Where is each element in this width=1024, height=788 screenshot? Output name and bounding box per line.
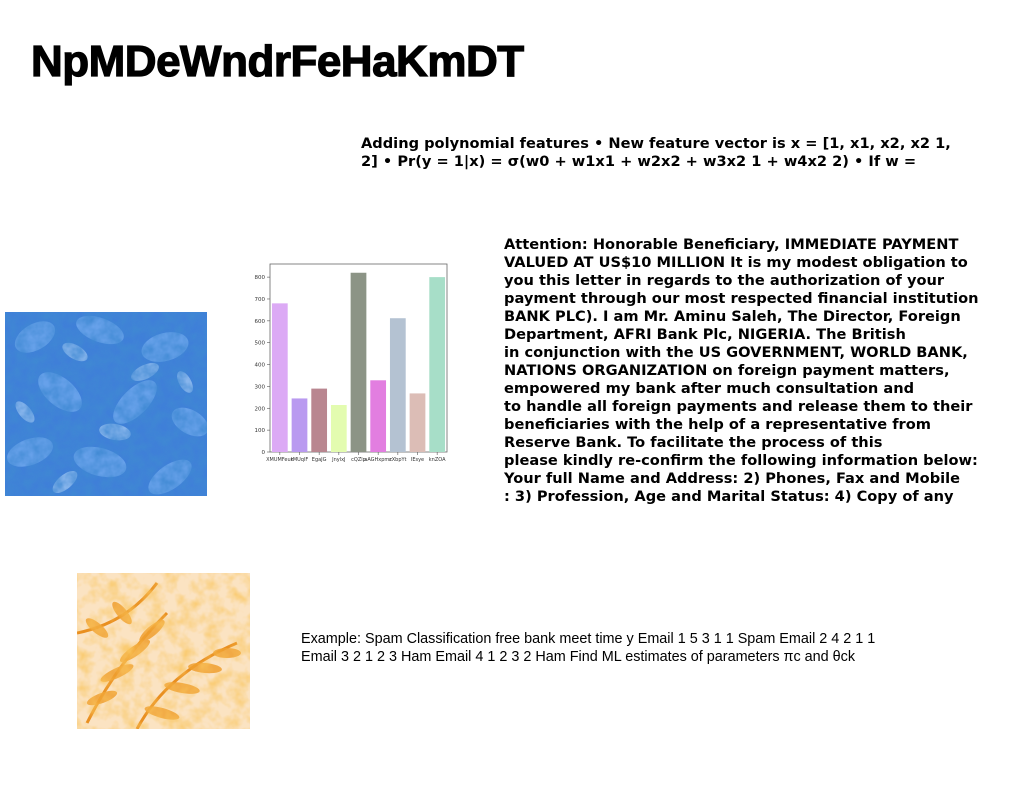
bar-zXbpYt: [389, 318, 406, 452]
x-tick-label: knZOA: [429, 457, 446, 463]
bars: [271, 272, 446, 452]
x-tick-label: JnylxJ: [331, 457, 345, 463]
bar-knZOA: [429, 277, 446, 452]
spam-classification-text: Example: Spam Classification free bank m…: [301, 631, 876, 665]
y-tick-label: 300: [255, 384, 266, 390]
bar-JnylxJ: [330, 405, 347, 452]
orange-fern-image: [77, 573, 250, 729]
y-tick-label: 500: [255, 341, 266, 347]
slide-title: NpMDeWndrFeHaKmDT: [30, 36, 524, 86]
y-tick-label: 600: [255, 319, 266, 325]
x-tick-label: cQZlp: [351, 457, 366, 463]
scam-letter-text: Attention: Honorable Beneficiary, IMMEDI…: [504, 236, 979, 505]
x-tick-label: EgaJG: [312, 457, 327, 463]
x-tick-label: aAGHxpmc: [364, 457, 392, 463]
y-tick-label: 800: [255, 275, 266, 281]
y-tick-label: 0: [262, 450, 266, 456]
blue-leaves-image: [5, 312, 207, 496]
y-axis: 0 100 200 300 400 500 600 700 800: [255, 275, 270, 456]
polynomial-features-text: Adding polynomial features • New feature…: [361, 135, 951, 170]
x-tick-label: rMUqlF: [291, 457, 309, 463]
y-tick-label: 700: [255, 297, 266, 303]
bar-IEsye: [409, 393, 426, 452]
y-tick-label: 400: [255, 363, 266, 369]
bar-chart: 0 100 200 300 400 500 600 700 800 XMUMFeukrMUqlF…: [255, 263, 448, 463]
bar-cQZlp: [350, 272, 367, 452]
bar-aAGHxpmc: [370, 380, 387, 452]
bar-XMUMFeuk: [271, 303, 288, 452]
bar-rMUqlF: [291, 398, 308, 452]
y-tick-label: 200: [255, 406, 266, 412]
x-tick-label: XMUMFeuk: [266, 457, 294, 463]
x-tick-label: IEsye: [411, 457, 424, 463]
y-tick-label: 100: [255, 428, 266, 434]
x-tick-label: zXbpYt: [389, 457, 406, 463]
bar-EgaJG: [311, 388, 328, 452]
